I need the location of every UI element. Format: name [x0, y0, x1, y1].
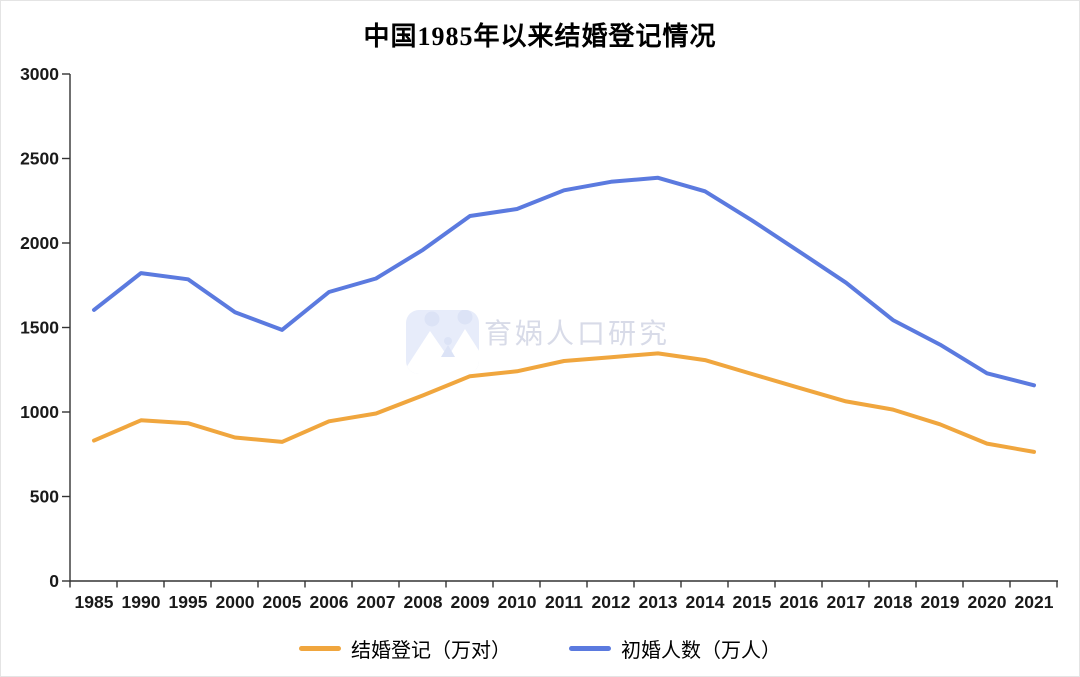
- legend-item-0: 结婚登记（万对）: [299, 634, 511, 663]
- legend-label: 初婚人数（万人）: [621, 640, 781, 662]
- x-axis-label: 2019: [921, 592, 960, 612]
- x-axis-label: 2020: [968, 592, 1007, 612]
- x-axis-label: 2006: [310, 592, 349, 612]
- legend-swatch-icon: [299, 646, 341, 651]
- y-axis-label: 500: [30, 487, 59, 507]
- x-axis-label: 2009: [451, 592, 490, 612]
- y-axis-label: 1500: [20, 318, 59, 338]
- x-axis-label: 2010: [498, 592, 537, 612]
- x-axis-label: 2018: [874, 592, 913, 612]
- legend-label: 结婚登记（万对）: [351, 640, 511, 662]
- x-axis-label: 2014: [686, 592, 725, 612]
- x-axis-label: 2017: [827, 592, 866, 612]
- x-axis-label: 2011: [545, 592, 583, 612]
- y-axis-label: 2000: [20, 233, 59, 253]
- x-axis-label: 1995: [169, 592, 208, 612]
- x-axis-label: 2013: [639, 592, 678, 612]
- y-axis-label: 3000: [20, 64, 59, 84]
- chart-title: 中国1985年以来结婚登记情况: [363, 22, 717, 51]
- x-axis-label: 2021: [1015, 592, 1054, 612]
- x-axis-label: 2007: [357, 592, 396, 612]
- x-axis-label: 2015: [733, 592, 772, 612]
- legend-item-1: 初婚人数（万人）: [569, 634, 781, 663]
- y-axis-label: 2500: [20, 149, 59, 169]
- x-axis-label: 2005: [263, 592, 302, 612]
- series-line-0: [92, 351, 1036, 454]
- y-axis-label: 0: [49, 571, 59, 591]
- x-axis-label: 1990: [122, 592, 161, 612]
- x-axis-label: 2008: [404, 592, 443, 612]
- legend-swatch-icon: [569, 646, 611, 651]
- series-line-1: [92, 175, 1036, 388]
- chart-legend: 结婚登记（万对） 初婚人数（万人）: [1, 634, 1079, 663]
- y-axis-label: 1000: [20, 402, 59, 422]
- x-axis-label: 2012: [592, 592, 631, 612]
- x-axis-label: 1985: [75, 592, 114, 612]
- x-axis-label: 2016: [780, 592, 819, 612]
- watermark-text: 育娲人口研究: [484, 318, 671, 349]
- x-axis-label: 2000: [216, 592, 255, 612]
